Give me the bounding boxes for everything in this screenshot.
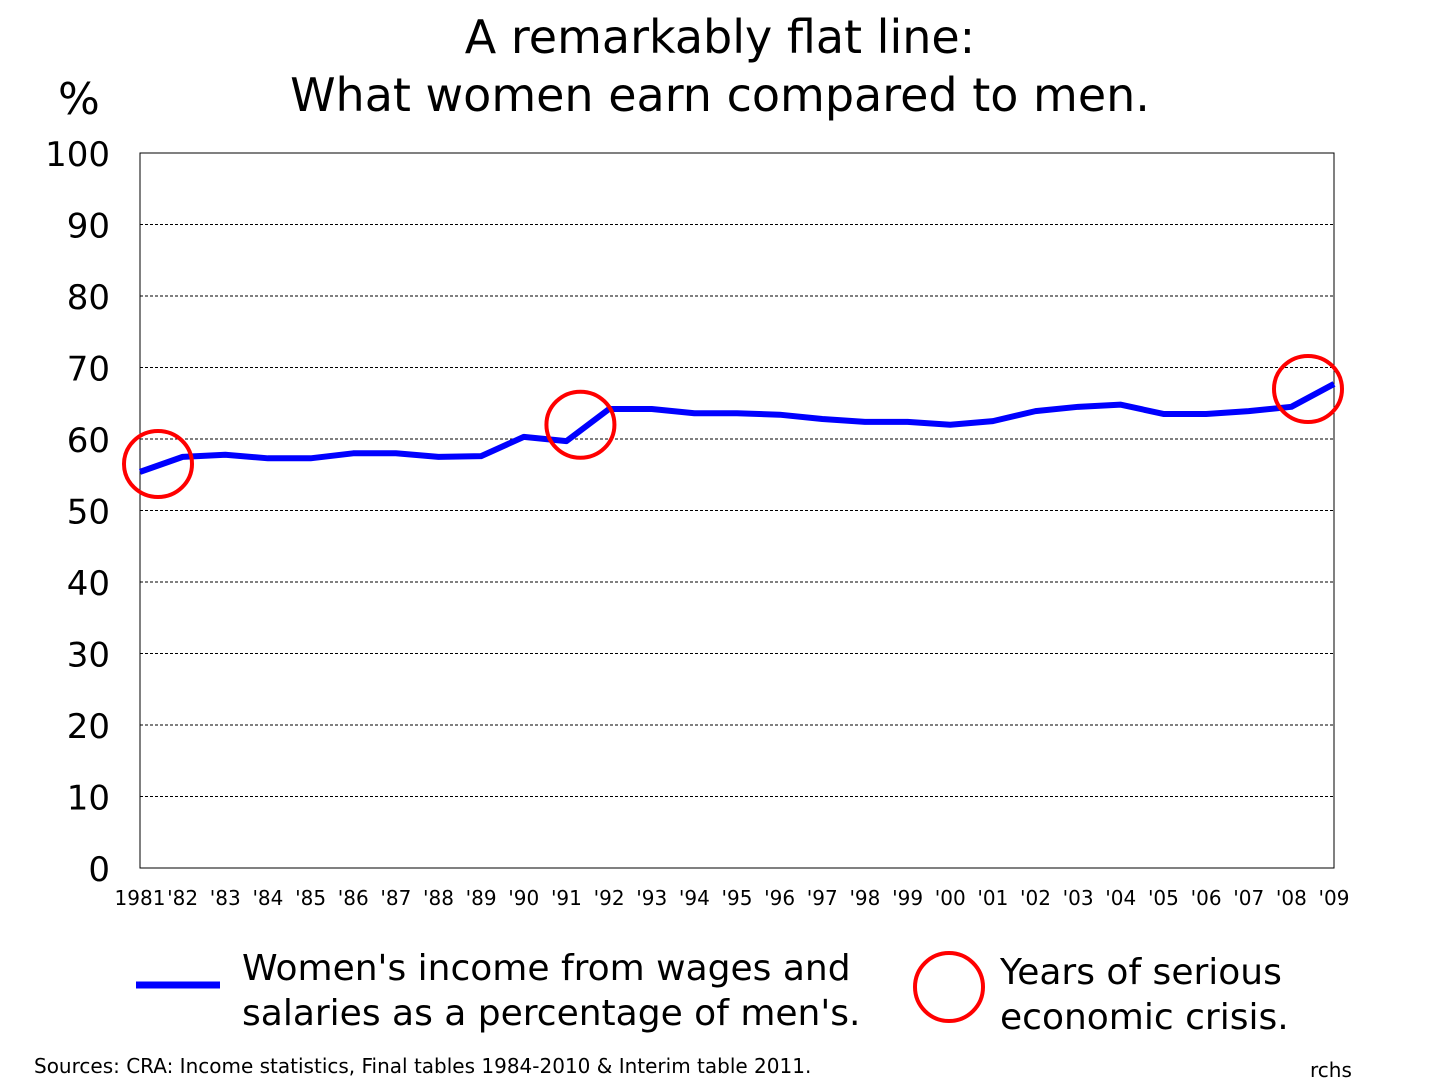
x-tick-label: '93 xyxy=(636,886,667,910)
legend-line-label-2: salaries as a percentage of men's. xyxy=(242,993,861,1034)
legend-circle-swatch xyxy=(913,951,985,1023)
x-tick-label: '02 xyxy=(1020,886,1051,910)
x-tick-label: '95 xyxy=(722,886,753,910)
x-tick-label: '87 xyxy=(380,886,411,910)
x-tick-label: '08 xyxy=(1276,886,1307,910)
y-tick-label: 70 xyxy=(67,350,110,390)
x-tick-label: '86 xyxy=(338,886,369,910)
x-tick-label: '89 xyxy=(466,886,497,910)
crisis-circle-marker xyxy=(1272,353,1344,424)
x-tick-label: '07 xyxy=(1233,886,1264,910)
x-tick-label: '88 xyxy=(423,886,454,910)
x-tick-label: '96 xyxy=(764,886,795,910)
y-tick-label: 90 xyxy=(67,207,110,247)
y-tick-label: 20 xyxy=(67,707,110,747)
x-tick-label: '91 xyxy=(551,886,582,910)
x-tick-label: '82 xyxy=(167,886,198,910)
chart-subtitle: What women earn compared to men. xyxy=(290,68,1150,122)
x-tick-label: '85 xyxy=(295,886,326,910)
x-tick-label: 1981 xyxy=(115,886,166,910)
credit: rchs xyxy=(1310,1058,1352,1082)
x-tick-label: '01 xyxy=(977,886,1008,910)
y-tick-label: 0 xyxy=(88,850,110,890)
crisis-circle-marker xyxy=(122,429,194,500)
y-axis-label: % xyxy=(58,74,100,125)
x-tick-label: '06 xyxy=(1191,886,1222,910)
x-tick-label: '83 xyxy=(210,886,241,910)
legend-line-label-1: Women's income from wages and xyxy=(242,948,851,989)
x-tick-label: '94 xyxy=(679,886,710,910)
y-tick-label: 40 xyxy=(67,564,110,604)
y-tick-label: 100 xyxy=(45,135,110,175)
legend-circle-label-1: Years of serious xyxy=(1000,952,1282,993)
x-tick-label: '09 xyxy=(1319,886,1350,910)
x-tick-label: '84 xyxy=(252,886,283,910)
x-tick-label: '98 xyxy=(849,886,880,910)
x-tick-label: '90 xyxy=(508,886,539,910)
x-tick-label: '99 xyxy=(892,886,923,910)
legend-circle-label: Years of serious economic crisis. xyxy=(1000,950,1289,1040)
x-tick-label: '00 xyxy=(935,886,966,910)
y-tick-label: 80 xyxy=(67,278,110,318)
source-note: Sources: CRA: Income statistics, Final t… xyxy=(34,1054,812,1078)
y-tick-label: 10 xyxy=(67,779,110,819)
series-line xyxy=(139,381,1336,475)
x-tick-label: '05 xyxy=(1148,886,1179,910)
x-tick-label: '03 xyxy=(1063,886,1094,910)
y-tick-label: 60 xyxy=(67,421,110,461)
y-tick-label: 30 xyxy=(67,636,110,676)
crisis-circle-marker xyxy=(544,389,617,460)
x-tick-label: '97 xyxy=(807,886,838,910)
y-tick-label: 50 xyxy=(67,493,110,533)
x-tick-label: '92 xyxy=(594,886,625,910)
legend-circle-label-2: economic crisis. xyxy=(1000,997,1289,1038)
x-tick-label: '04 xyxy=(1105,886,1136,910)
plot-frame xyxy=(139,152,1335,869)
chart-title: A remarkably flat line: xyxy=(464,10,976,64)
legend-line-label: Women's income from wages and salaries a… xyxy=(242,946,860,1036)
